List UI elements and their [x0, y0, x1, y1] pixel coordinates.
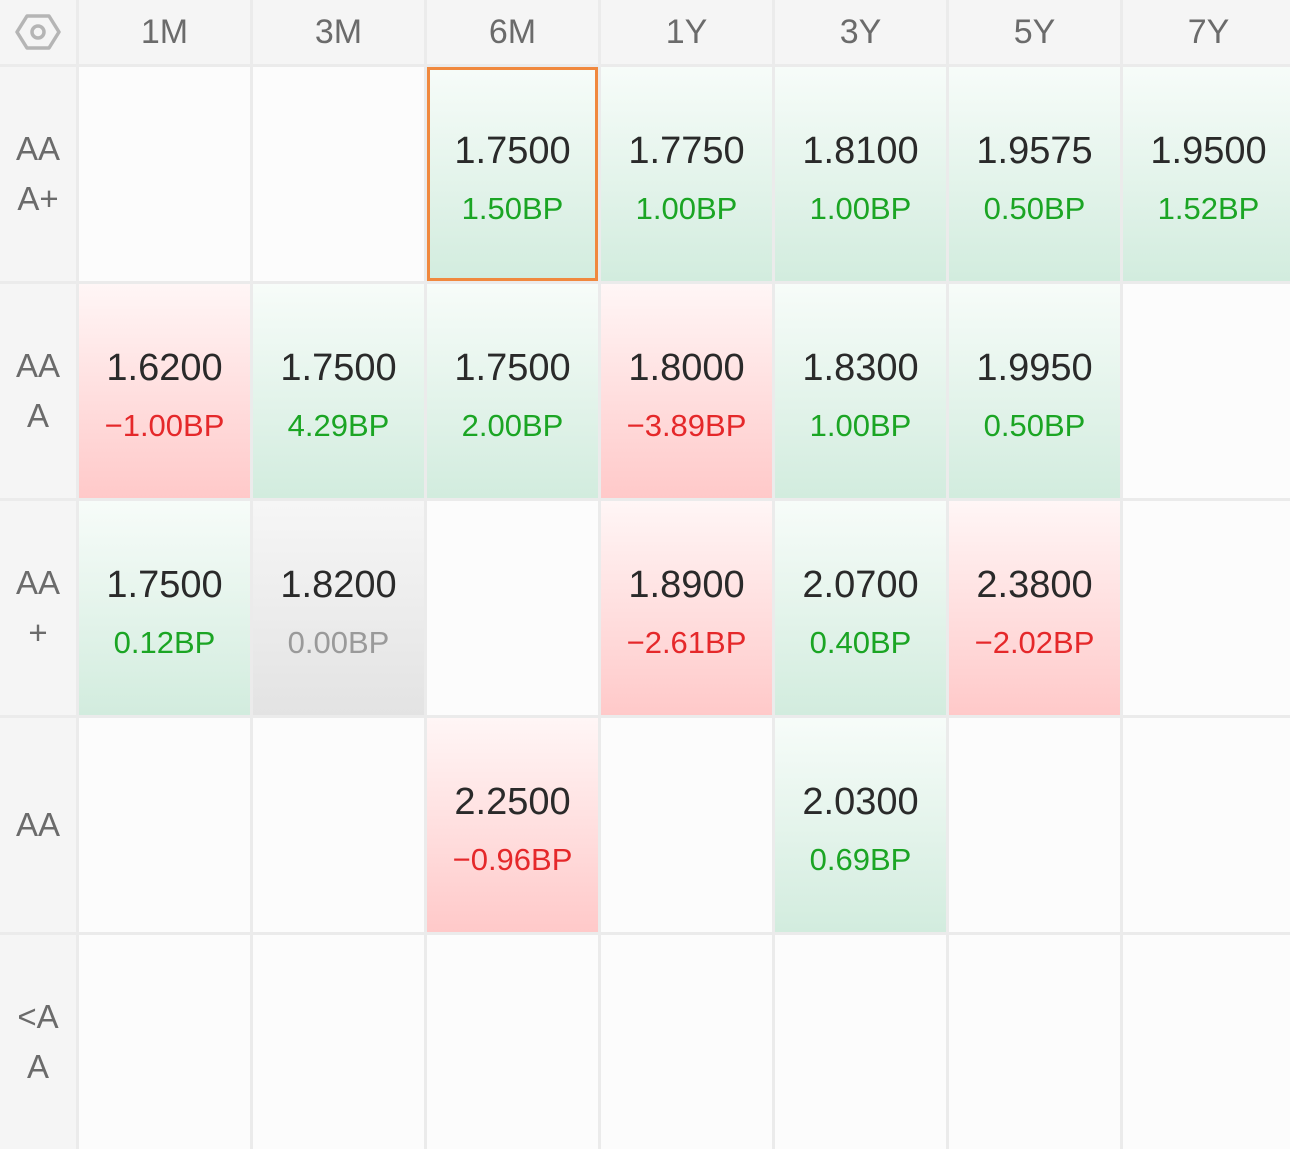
matrix-cell[interactable]: 1.7500 1.50BP	[427, 67, 598, 281]
row-header: <AA	[0, 935, 76, 1149]
yield-change: −0.96BP	[452, 842, 573, 877]
matrix-cell[interactable]: 1.8000 −3.89BP	[601, 284, 772, 498]
matrix-cell[interactable]: 1.6200 −1.00BP	[79, 284, 250, 498]
yield-change: 0.12BP	[113, 625, 216, 660]
column-header-6m[interactable]: 6M	[427, 0, 598, 64]
yield-value: 1.9950	[976, 347, 1093, 389]
matrix-cell	[253, 935, 424, 1149]
column-header-1m[interactable]: 1M	[79, 0, 250, 64]
yield-change: 4.29BP	[287, 408, 390, 443]
matrix-cell	[1123, 284, 1290, 498]
matrix-cell[interactable]: 1.9500 1.52BP	[1123, 67, 1290, 281]
yield-value: 1.8300	[802, 347, 919, 389]
yield-change: 0.50BP	[983, 191, 1086, 226]
matrix-cell	[79, 67, 250, 281]
matrix-cell	[427, 501, 598, 715]
matrix-cell	[775, 935, 946, 1149]
yield-change: 0.40BP	[809, 625, 912, 660]
matrix-cell[interactable]: 2.0700 0.40BP	[775, 501, 946, 715]
matrix-cell	[1123, 718, 1290, 932]
matrix-cell	[253, 67, 424, 281]
matrix-cell[interactable]: 1.9950 0.50BP	[949, 284, 1120, 498]
yield-value: 1.6200	[106, 347, 223, 389]
yield-change: 0.00BP	[287, 625, 390, 660]
row-header: AA+	[0, 501, 76, 715]
yield-value: 1.8100	[802, 130, 919, 172]
yield-change: 1.50BP	[461, 191, 564, 226]
row-header: AAA	[0, 284, 76, 498]
yield-change: 1.00BP	[635, 191, 738, 226]
yield-value: 2.0700	[802, 564, 919, 606]
yield-change: −1.00BP	[104, 408, 225, 443]
matrix-cell[interactable]: 1.8100 1.00BP	[775, 67, 946, 281]
matrix-cell[interactable]: 1.7500 4.29BP	[253, 284, 424, 498]
column-header-7y[interactable]: 7Y	[1123, 0, 1290, 64]
yield-change: −3.89BP	[626, 408, 747, 443]
matrix-cell[interactable]: 2.3800 −2.02BP	[949, 501, 1120, 715]
matrix-cell	[1123, 935, 1290, 1149]
yield-value: 1.7500	[454, 347, 571, 389]
yield-value: 2.3800	[976, 564, 1093, 606]
yield-value: 1.9500	[1150, 130, 1267, 172]
matrix-cell	[79, 935, 250, 1149]
matrix-cell[interactable]: 1.7500 0.12BP	[79, 501, 250, 715]
matrix-cell	[1123, 501, 1290, 715]
matrix-cell[interactable]: 1.8900 −2.61BP	[601, 501, 772, 715]
column-header-1y[interactable]: 1Y	[601, 0, 772, 64]
column-header-3y[interactable]: 3Y	[775, 0, 946, 64]
settings-hexagon-icon	[15, 14, 61, 50]
matrix-cell	[601, 718, 772, 932]
matrix-cell	[427, 935, 598, 1149]
yield-change: 0.50BP	[983, 408, 1086, 443]
matrix-cell	[949, 718, 1120, 932]
matrix-cell	[253, 718, 424, 932]
column-header-3m[interactable]: 3M	[253, 0, 424, 64]
yield-value: 2.2500	[454, 781, 571, 823]
matrix-cell[interactable]: 1.8300 1.00BP	[775, 284, 946, 498]
matrix-cell[interactable]: 1.9575 0.50BP	[949, 67, 1120, 281]
yield-change: −2.02BP	[974, 625, 1095, 660]
matrix-cell	[949, 935, 1120, 1149]
settings-button[interactable]	[0, 0, 76, 64]
yield-value: 1.8900	[628, 564, 745, 606]
matrix-cell[interactable]: 1.7500 2.00BP	[427, 284, 598, 498]
yield-change: 2.00BP	[461, 408, 564, 443]
yield-change: 1.00BP	[809, 191, 912, 226]
row-header: AAA+	[0, 67, 76, 281]
yield-value: 1.9575	[976, 130, 1093, 172]
yield-change: 1.52BP	[1157, 191, 1260, 226]
yield-change: 0.69BP	[809, 842, 912, 877]
matrix-cell	[79, 718, 250, 932]
yield-change: −2.61BP	[626, 625, 747, 660]
yield-value: 1.7750	[628, 130, 745, 172]
matrix-cell	[601, 935, 772, 1149]
yield-value: 1.7500	[454, 130, 571, 172]
yield-value: 1.8200	[280, 564, 397, 606]
yield-value: 1.8000	[628, 347, 745, 389]
column-header-5y[interactable]: 5Y	[949, 0, 1120, 64]
yield-value: 2.0300	[802, 781, 919, 823]
yield-value: 1.7500	[106, 564, 223, 606]
matrix-cell[interactable]: 2.2500 −0.96BP	[427, 718, 598, 932]
yield-change: 1.00BP	[809, 408, 912, 443]
row-header: AA	[0, 718, 76, 932]
matrix-cell[interactable]: 1.7750 1.00BP	[601, 67, 772, 281]
matrix-cell[interactable]: 1.8200 0.00BP	[253, 501, 424, 715]
matrix-cell[interactable]: 2.0300 0.69BP	[775, 718, 946, 932]
yield-value: 1.7500	[280, 347, 397, 389]
